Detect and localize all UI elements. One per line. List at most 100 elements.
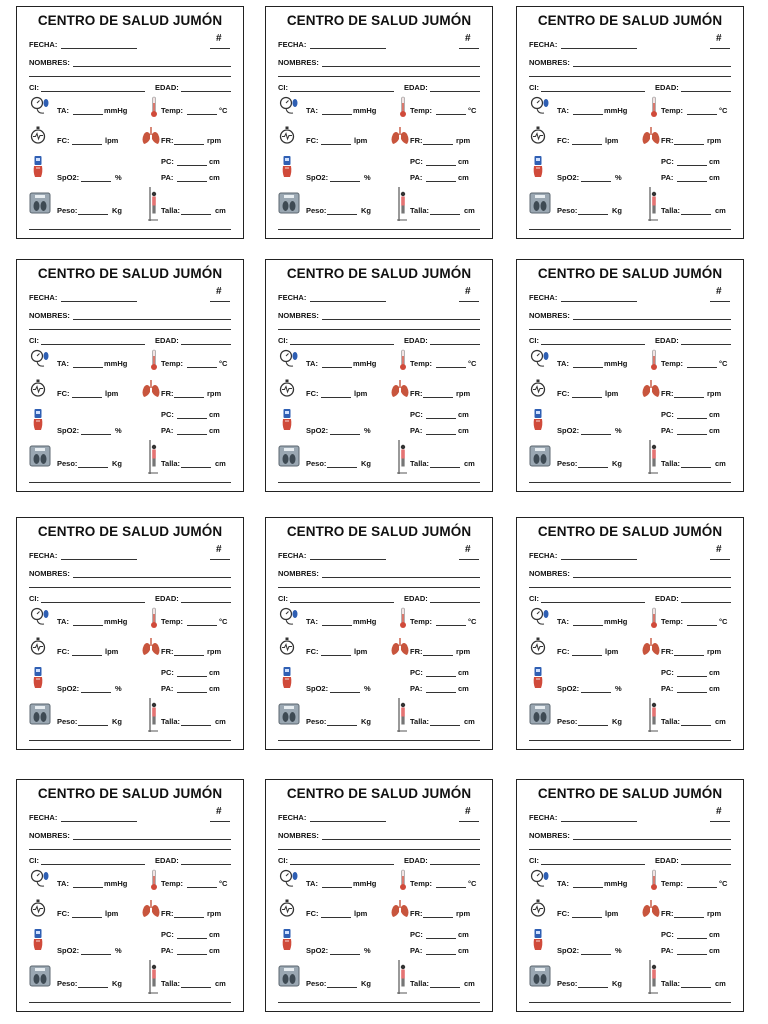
fecha-field[interactable] [561, 559, 637, 560]
talla-field[interactable] [681, 725, 711, 726]
ta-field[interactable] [73, 367, 103, 368]
fecha-field[interactable] [310, 301, 386, 302]
nombres-field[interactable] [73, 577, 231, 578]
number-field[interactable] [459, 559, 479, 560]
nombres-field-line2[interactable] [529, 587, 731, 588]
ci-field[interactable] [541, 344, 645, 345]
pa-field[interactable] [677, 181, 707, 182]
spo2-field[interactable] [81, 181, 111, 182]
fc-field[interactable] [321, 144, 351, 145]
pa-field[interactable] [677, 954, 707, 955]
number-field[interactable] [210, 48, 230, 49]
pa-field[interactable] [177, 181, 207, 182]
nombres-field[interactable] [322, 839, 480, 840]
edad-field[interactable] [681, 344, 731, 345]
temp-field[interactable] [187, 367, 217, 368]
peso-field[interactable] [578, 214, 608, 215]
fecha-field[interactable] [310, 821, 386, 822]
peso-field[interactable] [578, 467, 608, 468]
ci-field[interactable] [290, 344, 394, 345]
nombres-field-line2[interactable] [29, 587, 231, 588]
pc-field[interactable] [677, 165, 707, 166]
nombres-field[interactable] [322, 66, 480, 67]
fc-field[interactable] [572, 397, 602, 398]
fr-field[interactable] [674, 655, 704, 656]
nombres-field[interactable] [573, 839, 731, 840]
notes-line[interactable] [29, 482, 231, 483]
number-field[interactable] [459, 301, 479, 302]
pc-field[interactable] [677, 676, 707, 677]
ci-field[interactable] [41, 344, 145, 345]
notes-line[interactable] [529, 1002, 731, 1003]
nombres-field-line2[interactable] [278, 329, 480, 330]
peso-field[interactable] [78, 467, 108, 468]
spo2-field[interactable] [581, 692, 611, 693]
spo2-field[interactable] [581, 434, 611, 435]
fr-field[interactable] [423, 397, 453, 398]
fecha-field[interactable] [561, 821, 637, 822]
nombres-field[interactable] [573, 577, 731, 578]
notes-line[interactable] [529, 229, 731, 230]
nombres-field[interactable] [73, 839, 231, 840]
number-field[interactable] [710, 559, 730, 560]
nombres-field[interactable] [322, 577, 480, 578]
nombres-field[interactable] [73, 66, 231, 67]
fc-field[interactable] [572, 144, 602, 145]
ta-field[interactable] [322, 367, 352, 368]
temp-field[interactable] [187, 114, 217, 115]
number-field[interactable] [459, 48, 479, 49]
edad-field[interactable] [430, 864, 480, 865]
peso-field[interactable] [578, 725, 608, 726]
nombres-field[interactable] [573, 319, 731, 320]
nombres-field-line2[interactable] [278, 76, 480, 77]
edad-field[interactable] [681, 602, 731, 603]
talla-field[interactable] [681, 467, 711, 468]
fecha-field[interactable] [561, 48, 637, 49]
fecha-field[interactable] [61, 821, 137, 822]
fr-field[interactable] [423, 655, 453, 656]
pa-field[interactable] [677, 434, 707, 435]
talla-field[interactable] [681, 214, 711, 215]
talla-field[interactable] [181, 467, 211, 468]
nombres-field-line2[interactable] [29, 329, 231, 330]
fr-field[interactable] [174, 397, 204, 398]
ci-field[interactable] [41, 91, 145, 92]
ta-field[interactable] [573, 367, 603, 368]
ta-field[interactable] [322, 114, 352, 115]
nombres-field-line2[interactable] [278, 849, 480, 850]
talla-field[interactable] [681, 987, 711, 988]
spo2-field[interactable] [81, 954, 111, 955]
ci-field[interactable] [541, 91, 645, 92]
peso-field[interactable] [78, 725, 108, 726]
edad-field[interactable] [681, 864, 731, 865]
spo2-field[interactable] [330, 434, 360, 435]
pc-field[interactable] [426, 418, 456, 419]
ta-field[interactable] [573, 887, 603, 888]
nombres-field-line2[interactable] [29, 849, 231, 850]
number-field[interactable] [210, 559, 230, 560]
notes-line[interactable] [278, 740, 480, 741]
talla-field[interactable] [181, 214, 211, 215]
notes-line[interactable] [529, 482, 731, 483]
fc-field[interactable] [572, 917, 602, 918]
fr-field[interactable] [674, 397, 704, 398]
nombres-field[interactable] [573, 66, 731, 67]
number-field[interactable] [210, 301, 230, 302]
notes-line[interactable] [29, 740, 231, 741]
nombres-field-line2[interactable] [529, 849, 731, 850]
pa-field[interactable] [177, 692, 207, 693]
ci-field[interactable] [290, 602, 394, 603]
edad-field[interactable] [181, 864, 231, 865]
ta-field[interactable] [322, 887, 352, 888]
edad-field[interactable] [181, 91, 231, 92]
pc-field[interactable] [426, 676, 456, 677]
pa-field[interactable] [677, 692, 707, 693]
pc-field[interactable] [426, 938, 456, 939]
spo2-field[interactable] [81, 434, 111, 435]
fc-field[interactable] [72, 144, 102, 145]
number-field[interactable] [210, 821, 230, 822]
fc-field[interactable] [572, 655, 602, 656]
nombres-field-line2[interactable] [529, 329, 731, 330]
edad-field[interactable] [181, 602, 231, 603]
ci-field[interactable] [541, 864, 645, 865]
